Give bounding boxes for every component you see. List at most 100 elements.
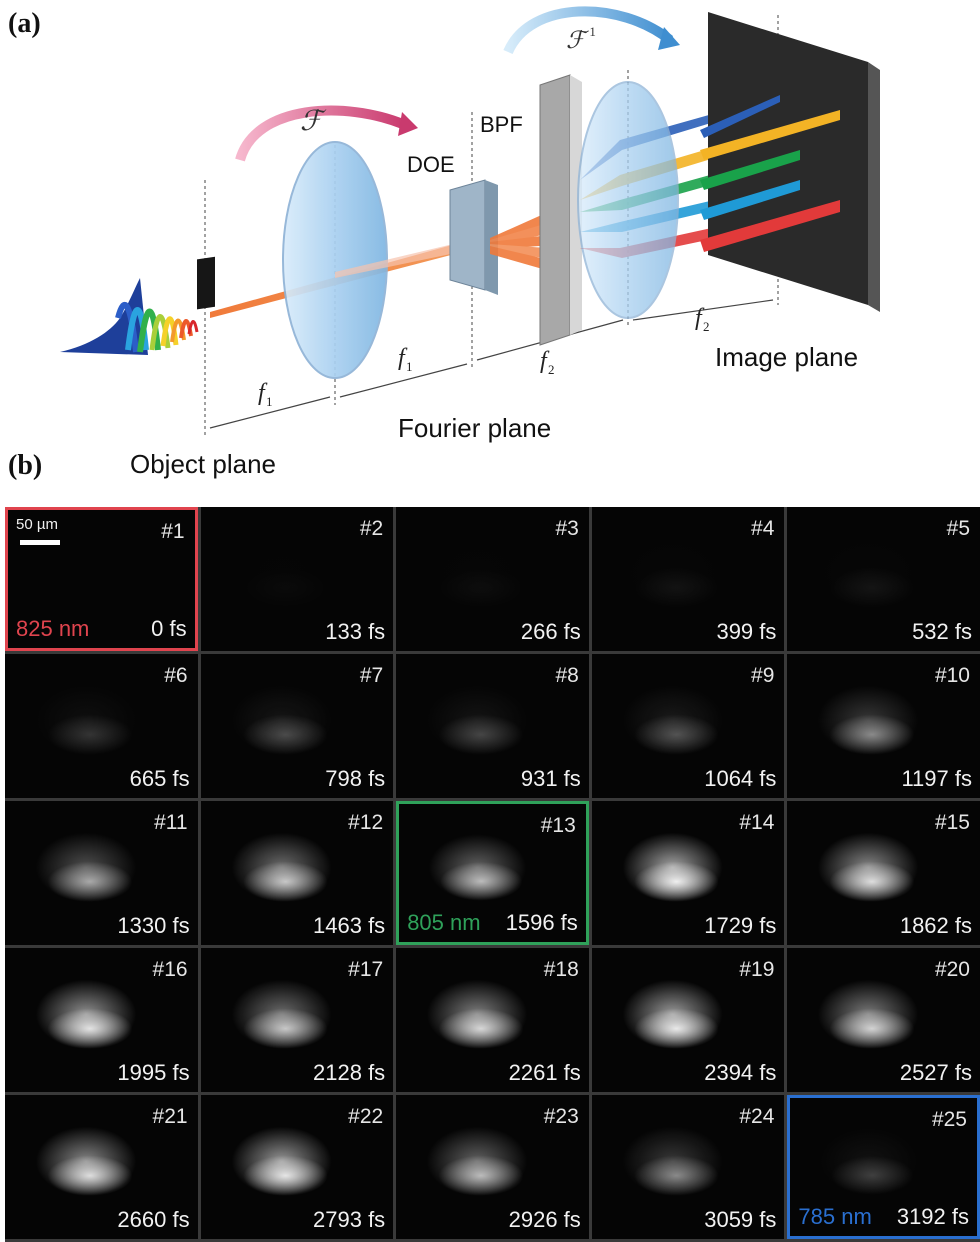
f1-label-left: f — [258, 380, 268, 406]
frame-time: 1729 fs — [704, 913, 777, 938]
frame-time: 2128 fs — [313, 1060, 386, 1085]
svg-text:2: 2 — [703, 319, 710, 334]
frame-image — [787, 948, 980, 1092]
frame-cell: #16 1995 fs — [5, 948, 198, 1092]
frame-number: #5 — [946, 517, 970, 540]
frame-time: 2660 fs — [117, 1207, 190, 1232]
frame-cell: #19 2394 fs — [591, 948, 785, 1092]
frame-grid: #1 0 fs 825 nm 50 µm #2 133 fs #3 266 fs #4 399 f… — [5, 507, 980, 1242]
frame-number: #17 — [348, 958, 384, 981]
frame-time: 3192 fs — [896, 1204, 969, 1229]
scale-bar-label: 50 µm — [16, 516, 58, 533]
frame-wavelength: 805 nm — [407, 910, 481, 935]
lens-1 — [282, 141, 388, 379]
frame-time: 532 fs — [912, 619, 972, 644]
frame-cell: #15 1862 fs — [787, 801, 980, 945]
frame-cell: #9 1064 fs — [591, 654, 785, 798]
ift-symbol: ℱ — [566, 28, 589, 54]
frame-time: 1330 fs — [117, 913, 190, 938]
image-plane-label: Image plane — [715, 342, 858, 372]
frame-time: 665 fs — [129, 766, 190, 791]
ft-arrow — [235, 105, 407, 162]
frame-time: 1064 fs — [704, 766, 777, 791]
frame-image — [200, 1095, 394, 1239]
frame-time: 2527 fs — [899, 1060, 972, 1085]
panel-b-label: (b) — [8, 450, 43, 481]
frame-image — [5, 801, 198, 945]
frame-image — [396, 1095, 589, 1239]
frame-number: #6 — [164, 664, 188, 687]
doe-element — [449, 179, 498, 295]
frame-cell: #20 2527 fs — [787, 948, 980, 1092]
frame-cell: #10 1197 fs — [787, 654, 980, 798]
frame-image — [591, 801, 785, 945]
doe-label: DOE — [407, 152, 455, 177]
f2-label-left: f — [540, 348, 550, 374]
frame-image — [200, 948, 394, 1092]
frame-cell: #5 532 fs — [787, 507, 980, 651]
fourier-plane-label: Fourier plane — [398, 413, 551, 443]
frame-cell: #7 798 fs — [200, 654, 394, 798]
frame-number: #11 — [154, 811, 188, 834]
image-plane-screen — [708, 12, 880, 312]
optical-setup-diagram: BPF DOE ℱ ℱ −1 f 1 f 1 f 2 f 2 Image pla… — [60, 6, 880, 479]
frame-image — [591, 654, 785, 798]
frame-number: #22 — [348, 1105, 384, 1128]
frame-cell: #21 2660 fs — [5, 1095, 198, 1239]
frame-number: #1 — [161, 520, 185, 543]
frame-number: #10 — [934, 664, 970, 687]
frame-image — [200, 507, 394, 651]
frame-cell: #12 1463 fs — [200, 801, 394, 945]
frame-image — [399, 804, 586, 942]
frame-number: #16 — [152, 958, 188, 981]
frame-image — [591, 1095, 785, 1239]
frame-cell: #18 2261 fs — [396, 948, 589, 1092]
frame-cell: #11 1330 fs — [5, 801, 198, 945]
frame-number: #7 — [359, 664, 384, 687]
frame-cell: #22 2793 fs — [200, 1095, 394, 1239]
object-plane-label: Object plane — [130, 449, 276, 479]
frame-number: #9 — [751, 664, 775, 687]
frame-number: #21 — [152, 1105, 188, 1128]
frame-cell: #25 3192 fs 785 nm — [787, 1095, 980, 1239]
frame-number: #18 — [543, 958, 579, 981]
frame-time: 1995 fs — [117, 1060, 190, 1085]
frame-cell: #23 2926 fs — [396, 1095, 589, 1239]
frame-cell: #1 0 fs 825 nm 50 µm — [5, 507, 198, 651]
frame-image — [790, 1098, 977, 1236]
frame-time: 1197 fs — [901, 766, 972, 791]
frame-time: 2793 fs — [313, 1207, 386, 1232]
frame-time: 2926 fs — [508, 1207, 581, 1232]
frame-image — [5, 948, 198, 1092]
frame-time: 1463 fs — [313, 913, 386, 938]
frame-time: 2394 fs — [704, 1060, 777, 1085]
frame-time: 133 fs — [325, 619, 386, 644]
frame-image — [8, 510, 195, 648]
frame-time: 2261 fs — [508, 1060, 581, 1085]
frame-image — [200, 654, 394, 798]
frame-number: #23 — [543, 1105, 579, 1128]
frame-image — [787, 654, 980, 798]
svg-text:1: 1 — [266, 394, 273, 409]
object-mask — [197, 256, 215, 310]
f1-label-right: f — [398, 345, 408, 371]
svg-text:2: 2 — [548, 362, 555, 377]
frame-time: 0 fs — [151, 616, 187, 641]
frame-cell: #3 266 fs — [396, 507, 589, 651]
frame-number: #8 — [555, 664, 579, 687]
frame-number: #15 — [934, 811, 970, 834]
frame-time: 266 fs — [520, 619, 581, 644]
frame-time: 798 fs — [325, 766, 386, 791]
frame-image — [396, 507, 589, 651]
frame-wavelength: 825 nm — [16, 616, 90, 641]
frame-number: #25 — [931, 1108, 967, 1131]
frame-wavelength: 785 nm — [798, 1204, 872, 1229]
pulse-wave — [60, 278, 199, 355]
frame-image — [396, 654, 589, 798]
frame-number: #24 — [739, 1105, 775, 1128]
frame-number: #19 — [739, 958, 775, 981]
frame-image — [200, 801, 394, 945]
frame-image — [591, 948, 785, 1092]
frame-number: #4 — [751, 517, 775, 540]
scale-bar — [20, 540, 60, 545]
